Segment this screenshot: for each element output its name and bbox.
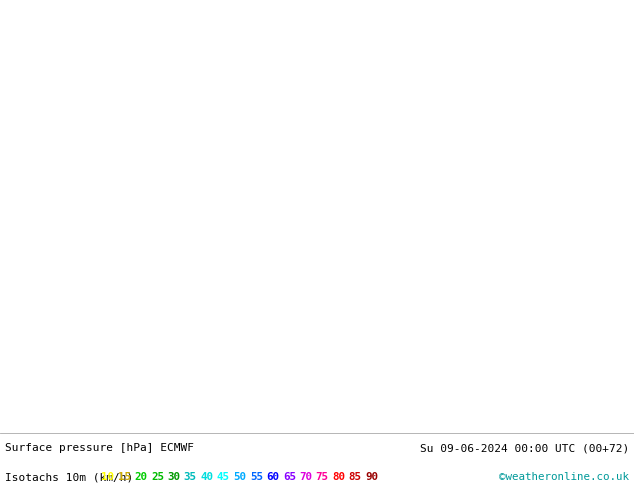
Text: 80: 80: [332, 472, 346, 482]
Text: 20: 20: [134, 472, 148, 482]
Text: 15: 15: [118, 472, 131, 482]
Text: Isotachs 10m (km/h): Isotachs 10m (km/h): [5, 472, 133, 482]
Text: 40: 40: [200, 472, 214, 482]
Text: ©weatheronline.co.uk: ©weatheronline.co.uk: [499, 472, 629, 482]
Text: 85: 85: [349, 472, 362, 482]
Text: 35: 35: [184, 472, 197, 482]
Text: 30: 30: [167, 472, 181, 482]
Text: 65: 65: [283, 472, 296, 482]
Text: 45: 45: [217, 472, 230, 482]
Text: Su 09-06-2024 00:00 UTC (00+72): Su 09-06-2024 00:00 UTC (00+72): [420, 443, 629, 453]
Text: 70: 70: [299, 472, 313, 482]
Text: 90: 90: [365, 472, 378, 482]
Text: 50: 50: [233, 472, 247, 482]
Text: 55: 55: [250, 472, 263, 482]
Text: 10: 10: [101, 472, 115, 482]
Text: 60: 60: [266, 472, 280, 482]
Text: Surface pressure [hPa] ECMWF: Surface pressure [hPa] ECMWF: [5, 443, 194, 453]
Text: 25: 25: [151, 472, 164, 482]
Text: 75: 75: [316, 472, 329, 482]
